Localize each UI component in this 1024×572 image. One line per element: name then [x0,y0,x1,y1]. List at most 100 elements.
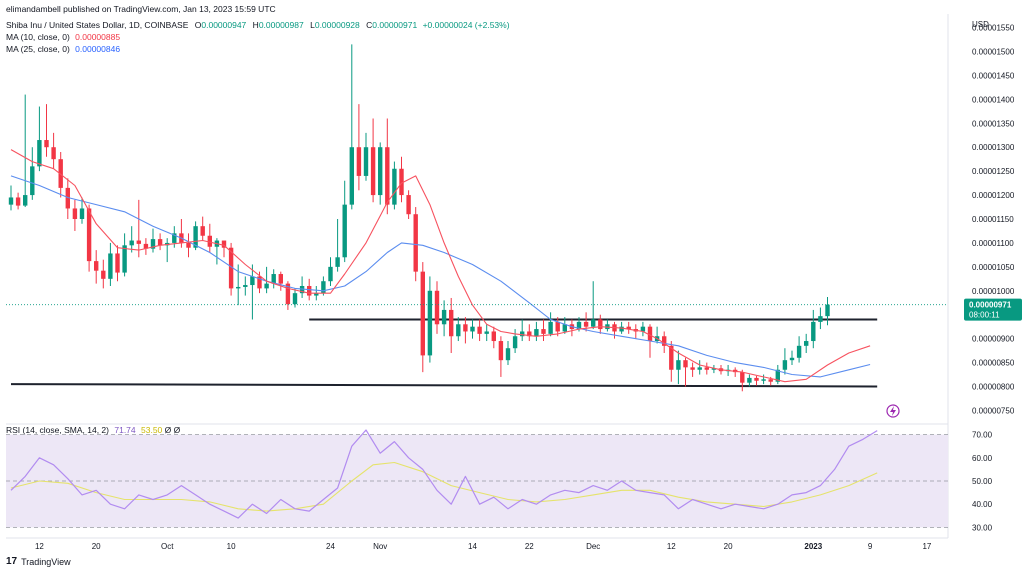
candle-down [434,290,440,325]
tradingview-logo[interactable]: 17 TradingView [6,556,71,567]
candle-up [299,286,305,294]
candle-down [477,326,482,334]
ma25-value: 0.00000846 [75,44,121,54]
last-price-label: 0.00000971 [969,301,1012,310]
candle-up [243,285,248,287]
price-tick-label: 0.00001450 [972,71,1015,80]
rsi-value: 71.74 [114,425,136,435]
rsi-ma-line [10,461,878,512]
candle-up [271,274,276,284]
price-tick-label: 0.00001150 [972,215,1014,224]
candle-down [115,253,120,273]
candle-up [775,369,780,382]
price-tick-label: 0.00000750 [972,406,1015,415]
ma25-line [10,175,871,378]
rsi-legend[interactable]: RSI (14, close, SMA, 14, 2) 71.74 53.50 … [6,425,180,435]
candle-up [427,290,433,356]
candle-down [669,345,674,370]
candle-up [108,253,113,279]
candle-up [378,147,383,196]
price-tick-label: 0.00001250 [972,167,1015,176]
price-tick-label: 0.00001200 [972,191,1015,200]
candle-down [86,208,92,262]
candle-down [498,341,504,361]
time-tick-label: 10 [227,542,236,551]
candle-down [406,195,411,215]
price-tick-label: 0.00000850 [972,359,1015,368]
rsi-tick-label: 30.00 [972,523,993,532]
candle-down [704,367,709,370]
ma25-label: MA (25, close, 0) [6,44,70,54]
candle-down [420,271,425,356]
candle-down [385,147,390,205]
candle-down [143,243,149,249]
candle-up [818,316,823,322]
candle-down [463,324,468,332]
time-tick-label: 12 [35,542,44,551]
price-tick-label: 0.00001100 [972,239,1014,248]
price-tick-label: 0.00000900 [972,335,1015,344]
candle-up [711,368,717,370]
time-tick-label: Dec [586,542,600,551]
price-change: +0.00000024 (+2.53%) [422,20,510,30]
flash-badge-bolt [890,406,896,416]
candle-up [811,321,816,342]
candle-down [65,187,70,209]
candle-up [484,331,489,334]
candle-down [541,329,546,334]
last-price-tag [964,298,1022,321]
candle-down [285,283,291,305]
candle-up [789,357,795,361]
candle-up [747,377,752,383]
candle-down [136,240,141,244]
time-tick-label: 9 [868,542,873,551]
time-tick-label: Oct [161,542,174,551]
candle-down [683,360,688,368]
candle-up [79,208,85,219]
ma10-line [10,149,871,383]
candle-down [44,140,49,148]
candle-down [101,270,106,279]
price-candles [8,44,830,392]
candle-down [598,319,603,330]
candle-up [314,293,319,296]
candle-down [307,286,312,296]
time-tick-label: 20 [92,542,101,551]
candle-down [370,147,376,196]
price-tick-label: 0.00001050 [972,263,1015,272]
time-tick-label: Nov [373,542,387,551]
candle-up [150,239,156,249]
price-tick-label: 0.00001350 [972,119,1015,128]
countdown-label: 08:00:11 [969,311,1000,320]
ma10-label: MA (10, close, 0) [6,32,70,42]
ohlc-open: O0.00000947 [194,20,247,30]
trendline [10,383,878,388]
candle-down [740,372,745,383]
candle-down [768,379,773,382]
candle-down [58,159,63,188]
time-tick-label: 22 [525,542,534,551]
candle-down [257,276,262,289]
time-tick-label: 14 [468,542,477,551]
ma10-legend[interactable]: MA (10, close, 0) 0.00000885 [6,32,120,42]
candle-down [356,147,362,176]
candle-down [413,214,418,272]
candle-up [470,326,475,332]
ohlc-high: H0.00000987 [252,20,304,30]
time-axis: 12 20 Oct 10 24 Nov 14 22 Dec 12 20 2023 9 17 [35,542,932,551]
candle-down [221,240,227,248]
tradingview-logo-text: TradingView [21,556,71,567]
candle-down [491,331,496,342]
candle-up [335,257,340,267]
candle-up [363,147,369,176]
rsi-label: RSI (14, close, SMA, 14, 2) [6,425,109,435]
ma25-legend[interactable]: MA (25, close, 0) 0.00000846 [6,44,120,54]
rsi-extra-2: Ø [173,425,181,435]
candle-up [512,336,518,349]
candle-down [399,168,404,196]
candle-up [328,266,333,282]
candle-up [441,309,447,325]
candle-up [349,147,354,205]
